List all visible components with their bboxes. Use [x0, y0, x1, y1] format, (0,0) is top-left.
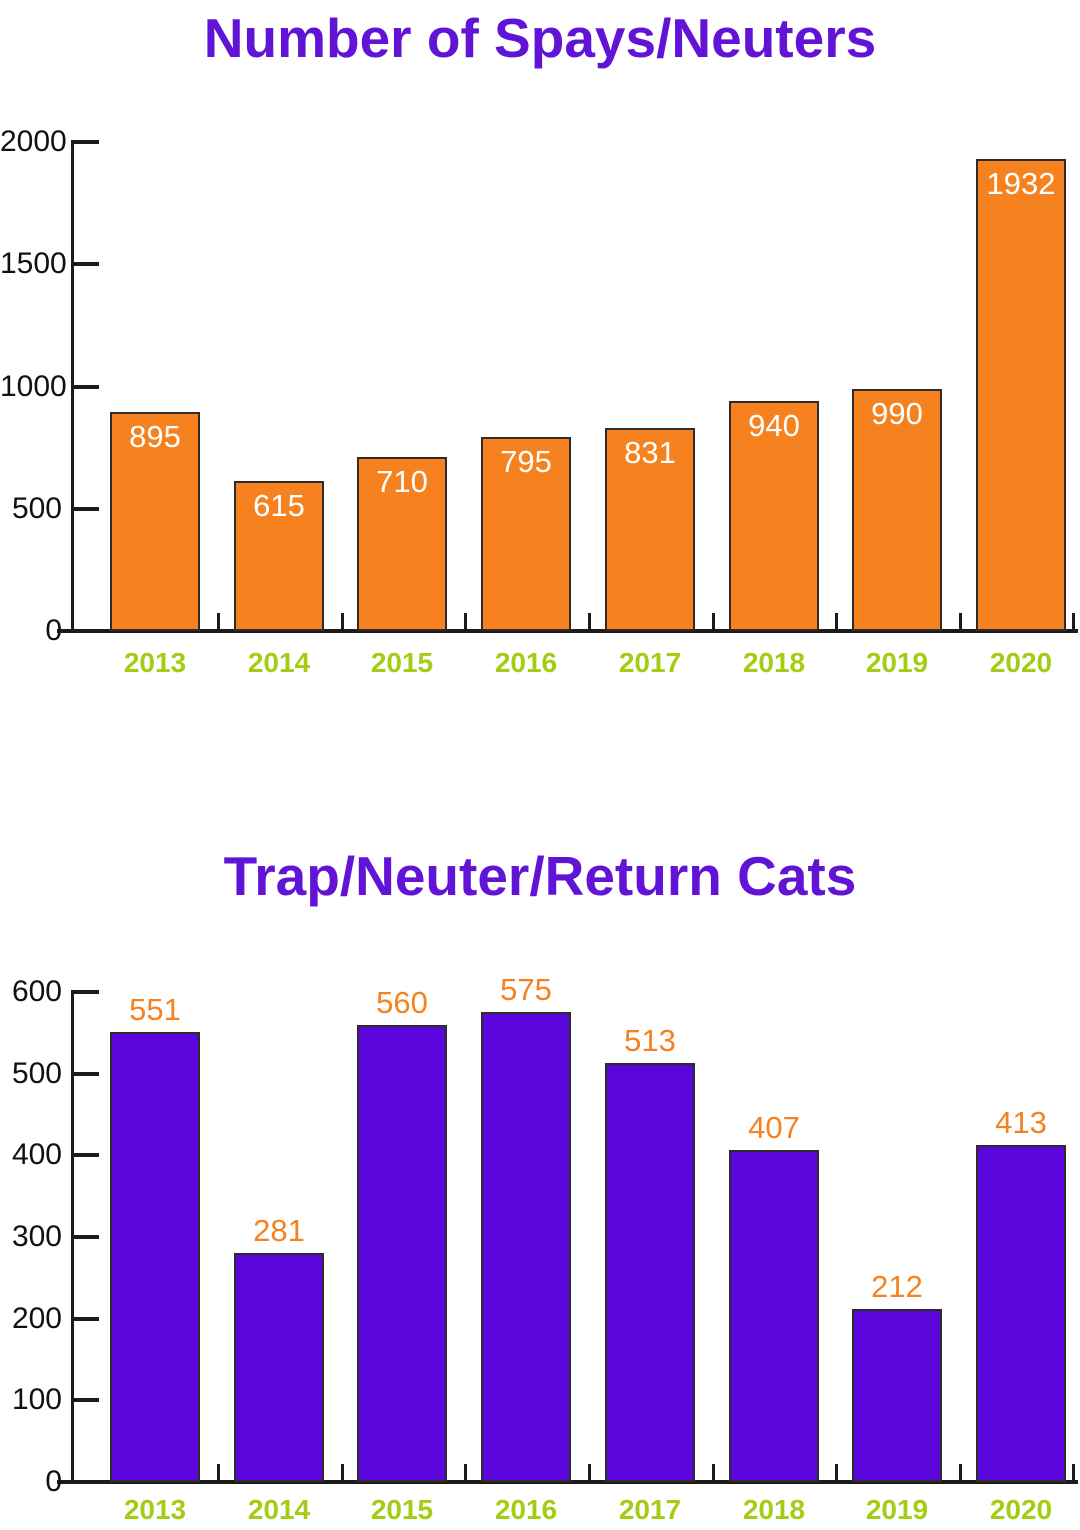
category-label-2014: 2014	[247, 1494, 311, 1525]
bar-2019	[852, 389, 942, 631]
category-label-2013: 2013	[123, 647, 187, 678]
category-label-2016: 2016	[494, 1494, 558, 1525]
y-tick	[74, 262, 99, 267]
x-tick	[712, 613, 715, 629]
x-tick	[835, 1464, 838, 1480]
y-axis-line	[71, 990, 74, 1484]
y-tick-label: 100	[11, 1383, 62, 1417]
y-tick-label: 0	[45, 1465, 62, 1498]
y-tick-label: 500	[11, 1056, 62, 1090]
x-tick-end	[1072, 1464, 1075, 1480]
x-axis-line	[57, 629, 1078, 633]
category-label-2014: 2014	[247, 647, 311, 678]
bar-2016	[481, 1012, 571, 1482]
category-label-2013: 2013	[123, 1494, 187, 1525]
bar-2019	[852, 1309, 942, 1482]
category-label-2019: 2019	[865, 647, 929, 678]
bar-2017	[605, 428, 695, 631]
category-label-2015: 2015	[370, 1494, 434, 1525]
y-tick-label: 2000	[0, 125, 67, 158]
bar-value-2020: 413	[995, 1105, 1047, 1140]
category-label-2018: 2018	[742, 647, 806, 678]
x-tick	[217, 1464, 220, 1480]
y-tick-label: 500	[11, 491, 62, 525]
y-tick	[74, 384, 99, 389]
bar-2018	[729, 1150, 819, 1482]
bar-2015	[357, 1025, 447, 1482]
x-tick	[217, 613, 220, 629]
bar-value-2017: 831	[624, 435, 676, 470]
bar-2013	[110, 1032, 200, 1482]
x-tick	[341, 613, 344, 629]
y-tick	[74, 1235, 99, 1239]
bar-2020	[976, 1145, 1066, 1482]
bar-value-2015: 710	[376, 464, 428, 499]
bar-2018	[729, 401, 819, 631]
bar-value-2014: 281	[253, 1213, 305, 1248]
category-label-2017: 2017	[618, 1494, 682, 1525]
chart-title-spays-neuters: Number of Spays/Neuters	[203, 7, 877, 69]
bar-value-2017: 513	[624, 1023, 676, 1058]
x-axis-line	[57, 1480, 1078, 1484]
bar-2016	[481, 437, 571, 631]
y-tick	[74, 140, 99, 144]
category-label-2020: 2020	[989, 647, 1053, 678]
y-tick-label: 400	[11, 1138, 62, 1172]
bar-value-2013: 895	[129, 419, 181, 454]
y-tick-label: 1500	[0, 247, 67, 281]
x-tick	[835, 613, 838, 629]
y-tick	[74, 1153, 99, 1158]
bar-2014	[234, 481, 324, 631]
x-tick	[712, 1464, 715, 1480]
category-label-2020: 2020	[989, 1494, 1053, 1525]
bar-2014	[234, 1253, 324, 1482]
y-tick	[74, 990, 99, 994]
y-axis-line	[71, 140, 74, 633]
y-tick	[74, 1071, 99, 1076]
category-label-2018: 2018	[742, 1494, 806, 1525]
category-label-2019: 2019	[865, 1494, 929, 1525]
x-tick	[464, 613, 467, 629]
y-tick-label: 300	[11, 1220, 62, 1253]
x-tick-end	[1072, 613, 1075, 629]
category-label-2015: 2015	[370, 647, 434, 678]
y-tick-label: 600	[11, 975, 62, 1008]
category-label-2016: 2016	[494, 647, 558, 678]
bar-value-2014: 615	[253, 488, 305, 523]
y-tick	[74, 1398, 99, 1403]
x-tick	[959, 1464, 962, 1480]
x-tick	[341, 1464, 344, 1480]
x-tick	[588, 1464, 591, 1480]
y-tick-label: 0	[45, 614, 62, 647]
x-tick	[464, 1464, 467, 1480]
bar-value-2015: 560	[376, 985, 428, 1020]
bar-2015	[357, 457, 447, 631]
bar-value-2020: 1932	[986, 166, 1056, 201]
bar-2020	[976, 159, 1066, 631]
bar-value-2019: 990	[871, 396, 923, 431]
category-label-2017: 2017	[618, 647, 682, 678]
bar-value-2013: 551	[129, 992, 181, 1027]
y-tick-label: 1000	[0, 369, 67, 403]
bar-2013	[110, 412, 200, 631]
y-tick	[74, 506, 99, 511]
bar-value-2018: 407	[748, 1110, 800, 1145]
chart-title-trap-neuter-return: Trap/Neuter/Return Cats	[223, 845, 857, 907]
bar-value-2018: 940	[748, 408, 800, 443]
x-tick	[588, 613, 591, 629]
bar-2017	[605, 1063, 695, 1482]
x-tick	[959, 613, 962, 629]
y-tick	[74, 1316, 99, 1321]
bar-value-2016: 575	[500, 972, 552, 1007]
bar-value-2016: 795	[500, 444, 552, 479]
bar-value-2019: 212	[871, 1269, 923, 1304]
y-tick-label: 200	[11, 1301, 62, 1335]
